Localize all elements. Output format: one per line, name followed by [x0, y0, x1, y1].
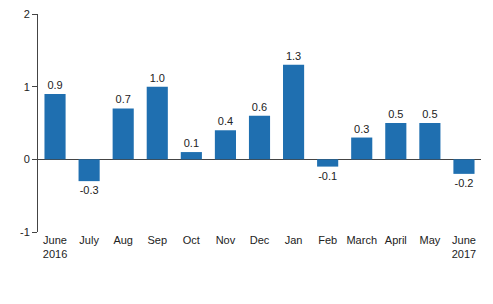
svg-text:-0.1: -0.1 [318, 170, 337, 182]
svg-text:Sep: Sep [147, 234, 167, 246]
svg-text:0.1: 0.1 [184, 137, 199, 149]
svg-text:June2017: June2017 [452, 234, 476, 260]
svg-text:Nov: Nov [216, 234, 236, 246]
svg-text:0.7: 0.7 [116, 93, 131, 105]
svg-text:March: March [346, 234, 377, 246]
svg-text:July: July [79, 234, 99, 246]
svg-text:0.9: 0.9 [47, 79, 62, 91]
svg-text:Dec: Dec [250, 234, 270, 246]
svg-text:June2016: June2016 [43, 234, 67, 260]
svg-text:-0.2: -0.2 [454, 177, 473, 189]
svg-text:1.3: 1.3 [286, 50, 301, 62]
svg-text:1.0: 1.0 [150, 72, 165, 84]
svg-text:Source: Statistics Finland: Source: Statistics Finland [9, 302, 144, 304]
svg-text:1: 1 [24, 81, 30, 93]
svg-text:April: April [385, 234, 407, 246]
svg-text:2: 2 [24, 8, 30, 20]
svg-text:Oct: Oct [183, 234, 200, 246]
svg-text:Feb: Feb [318, 234, 337, 246]
svg-text:0.6: 0.6 [252, 101, 267, 113]
svg-text:May: May [419, 234, 440, 246]
svg-text:Jan: Jan [285, 234, 303, 246]
svg-text:0.5: 0.5 [422, 108, 437, 120]
svg-text:0.4: 0.4 [218, 115, 233, 127]
svg-text:-0.3: -0.3 [80, 184, 99, 196]
svg-text:Aug: Aug [113, 234, 133, 246]
svg-text:0: 0 [24, 153, 30, 165]
svg-text:0.5: 0.5 [388, 108, 403, 120]
svg-text:-1: -1 [20, 226, 30, 238]
svg-text:0.3: 0.3 [354, 123, 369, 135]
